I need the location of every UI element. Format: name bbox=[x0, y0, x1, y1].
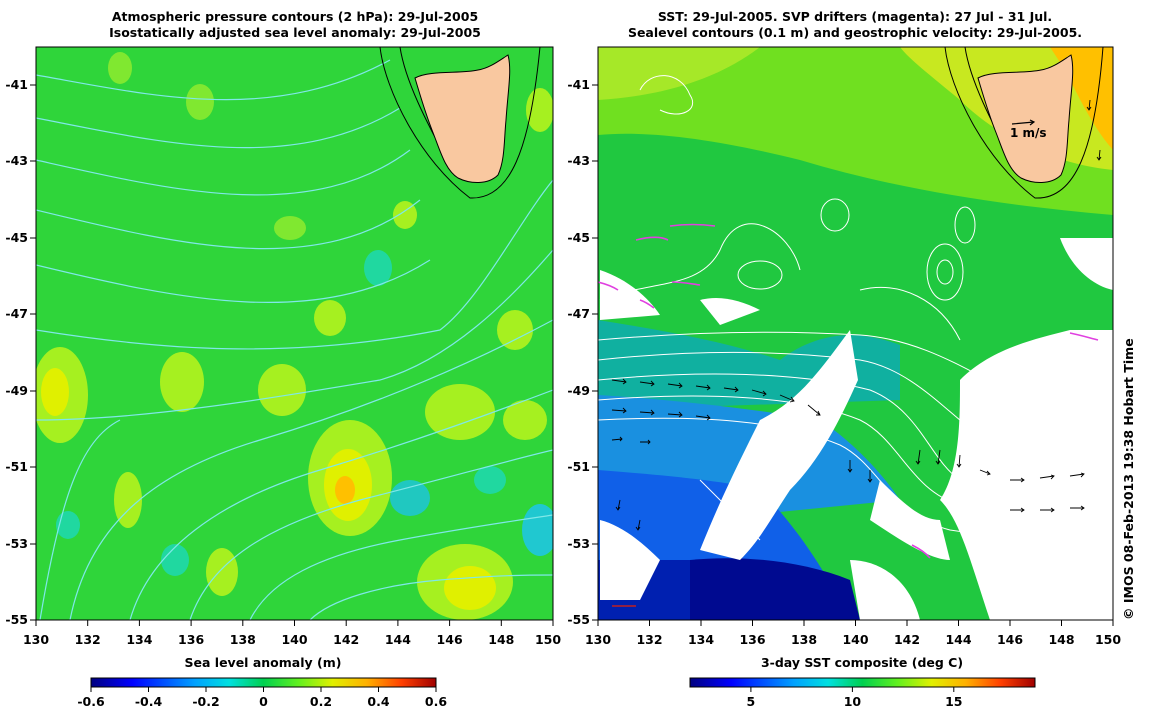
right-x-tick: 142 bbox=[894, 632, 920, 647]
right-x-tick: 148 bbox=[1048, 632, 1074, 647]
left-x-tick: 140 bbox=[281, 632, 307, 647]
left-colorbar bbox=[90, 677, 437, 688]
geostrophic-velocity-arrows bbox=[611, 99, 1102, 531]
right-y-tick: -53 bbox=[567, 536, 590, 551]
pressure-contours bbox=[36, 59, 553, 620]
left-y-tick: -53 bbox=[5, 536, 28, 551]
left-x-axis: 130 132 134 136 138 140 142 144 146 148 … bbox=[23, 632, 561, 647]
drifter-tracks bbox=[598, 223, 1099, 607]
left-y-axis: -41 -43 -45 -47 -49 -51 -53 -55 bbox=[5, 77, 28, 627]
right-x-tick: 132 bbox=[636, 632, 662, 647]
left-x-tick: 142 bbox=[333, 632, 359, 647]
cloud-gaps bbox=[600, 238, 1113, 620]
left-colorbar-label: Sea level anomaly (m) bbox=[185, 655, 342, 670]
tasmania-landmass bbox=[414, 54, 511, 183]
right-title-line2: Sealevel contours (0.1 m) and geostrophi… bbox=[628, 25, 1082, 40]
left-colorbar-tick: -0.6 bbox=[77, 694, 105, 709]
left-title-line2: Isostatically adjusted sea level anomaly… bbox=[109, 25, 481, 40]
left-tick-marks bbox=[30, 84, 554, 626]
left-colorbar-tick: 0.4 bbox=[367, 694, 389, 709]
right-colorbar-label: 3-day SST composite (deg C) bbox=[761, 655, 963, 670]
left-x-tick: 150 bbox=[535, 632, 561, 647]
right-y-tick: -41 bbox=[567, 77, 590, 92]
left-y-tick: -55 bbox=[5, 612, 28, 627]
right-panel: SST: 29-Jul-2005. SVP drifters (magenta)… bbox=[567, 9, 1121, 709]
right-colorbar-tick: 15 bbox=[945, 694, 962, 709]
right-y-tick: -47 bbox=[567, 306, 590, 321]
left-colorbar-tick: 0.6 bbox=[425, 694, 447, 709]
left-x-tick: 138 bbox=[230, 632, 256, 647]
left-y-tick: -49 bbox=[5, 383, 28, 398]
left-x-tick: 136 bbox=[178, 632, 204, 647]
left-colorbar-tick: 0.2 bbox=[310, 694, 332, 709]
velocity-scale-arrow: 1 m/s bbox=[1010, 119, 1047, 140]
right-colorbar bbox=[689, 677, 1036, 688]
left-colorbar-ticks: -0.6 -0.4 -0.2 0 0.2 0.4 0.6 bbox=[77, 694, 447, 709]
left-colorbar-tick: 0 bbox=[259, 694, 268, 709]
right-y-tick: -55 bbox=[567, 612, 590, 627]
left-y-tick: -41 bbox=[5, 77, 28, 92]
right-tick-marks bbox=[592, 84, 1114, 626]
right-y-tick: -45 bbox=[567, 230, 590, 245]
right-x-tick: 146 bbox=[997, 632, 1023, 647]
left-colorbar-tick: -0.4 bbox=[135, 694, 163, 709]
land-tasmania-left bbox=[379, 47, 541, 199]
left-x-tick: 134 bbox=[126, 632, 152, 647]
velocity-scale-label: 1 m/s bbox=[1010, 126, 1047, 140]
sealevel-contours bbox=[598, 75, 1113, 541]
left-x-tick: 148 bbox=[488, 632, 514, 647]
left-y-tick: -47 bbox=[5, 306, 28, 321]
right-y-tick: -51 bbox=[567, 459, 590, 474]
tasmania-landmass bbox=[977, 54, 1074, 183]
left-colorbar-tick: -0.2 bbox=[192, 694, 219, 709]
right-x-tick: 144 bbox=[945, 632, 971, 647]
sst-map: 1 m/s bbox=[598, 47, 1113, 620]
left-y-tick: -51 bbox=[5, 459, 28, 474]
left-panel: Atmospheric pressure contours (2 hPa): 2… bbox=[5, 9, 561, 709]
land-tasmania-right bbox=[944, 47, 1104, 199]
right-title-line1: SST: 29-Jul-2005. SVP drifters (magenta)… bbox=[658, 9, 1052, 24]
right-y-axis: -41 -43 -45 -47 -49 -51 -53 -55 bbox=[567, 77, 590, 627]
left-x-tick: 130 bbox=[23, 632, 49, 647]
imos-credit: © IMOS 08-Feb-2013 19:38 Hobart Time bbox=[1121, 338, 1136, 620]
right-colorbar-ticks: 5 10 15 bbox=[747, 694, 963, 709]
right-x-tick: 140 bbox=[842, 632, 868, 647]
right-x-tick: 134 bbox=[688, 632, 714, 647]
left-colorbar-tick-marks bbox=[90, 687, 437, 692]
right-x-axis: 130 132 134 136 138 140 142 144 146 148 … bbox=[585, 632, 1121, 647]
left-x-tick: 132 bbox=[75, 632, 101, 647]
right-x-tick: 138 bbox=[791, 632, 817, 647]
sea-level-anomaly-map bbox=[36, 47, 553, 620]
right-x-tick: 130 bbox=[585, 632, 611, 647]
left-y-tick: -43 bbox=[5, 153, 28, 168]
right-y-tick: -49 bbox=[567, 383, 590, 398]
right-x-tick: 136 bbox=[739, 632, 765, 647]
left-y-tick: -45 bbox=[5, 230, 28, 245]
right-y-tick: -43 bbox=[567, 153, 590, 168]
right-colorbar-tick: 5 bbox=[747, 694, 756, 709]
left-x-tick: 144 bbox=[385, 632, 411, 647]
right-colorbar-tick-marks bbox=[750, 687, 955, 692]
left-x-tick: 146 bbox=[437, 632, 463, 647]
right-x-tick: 150 bbox=[1095, 632, 1121, 647]
left-title-line1: Atmospheric pressure contours (2 hPa): 2… bbox=[112, 9, 478, 24]
right-colorbar-tick: 10 bbox=[844, 694, 862, 709]
